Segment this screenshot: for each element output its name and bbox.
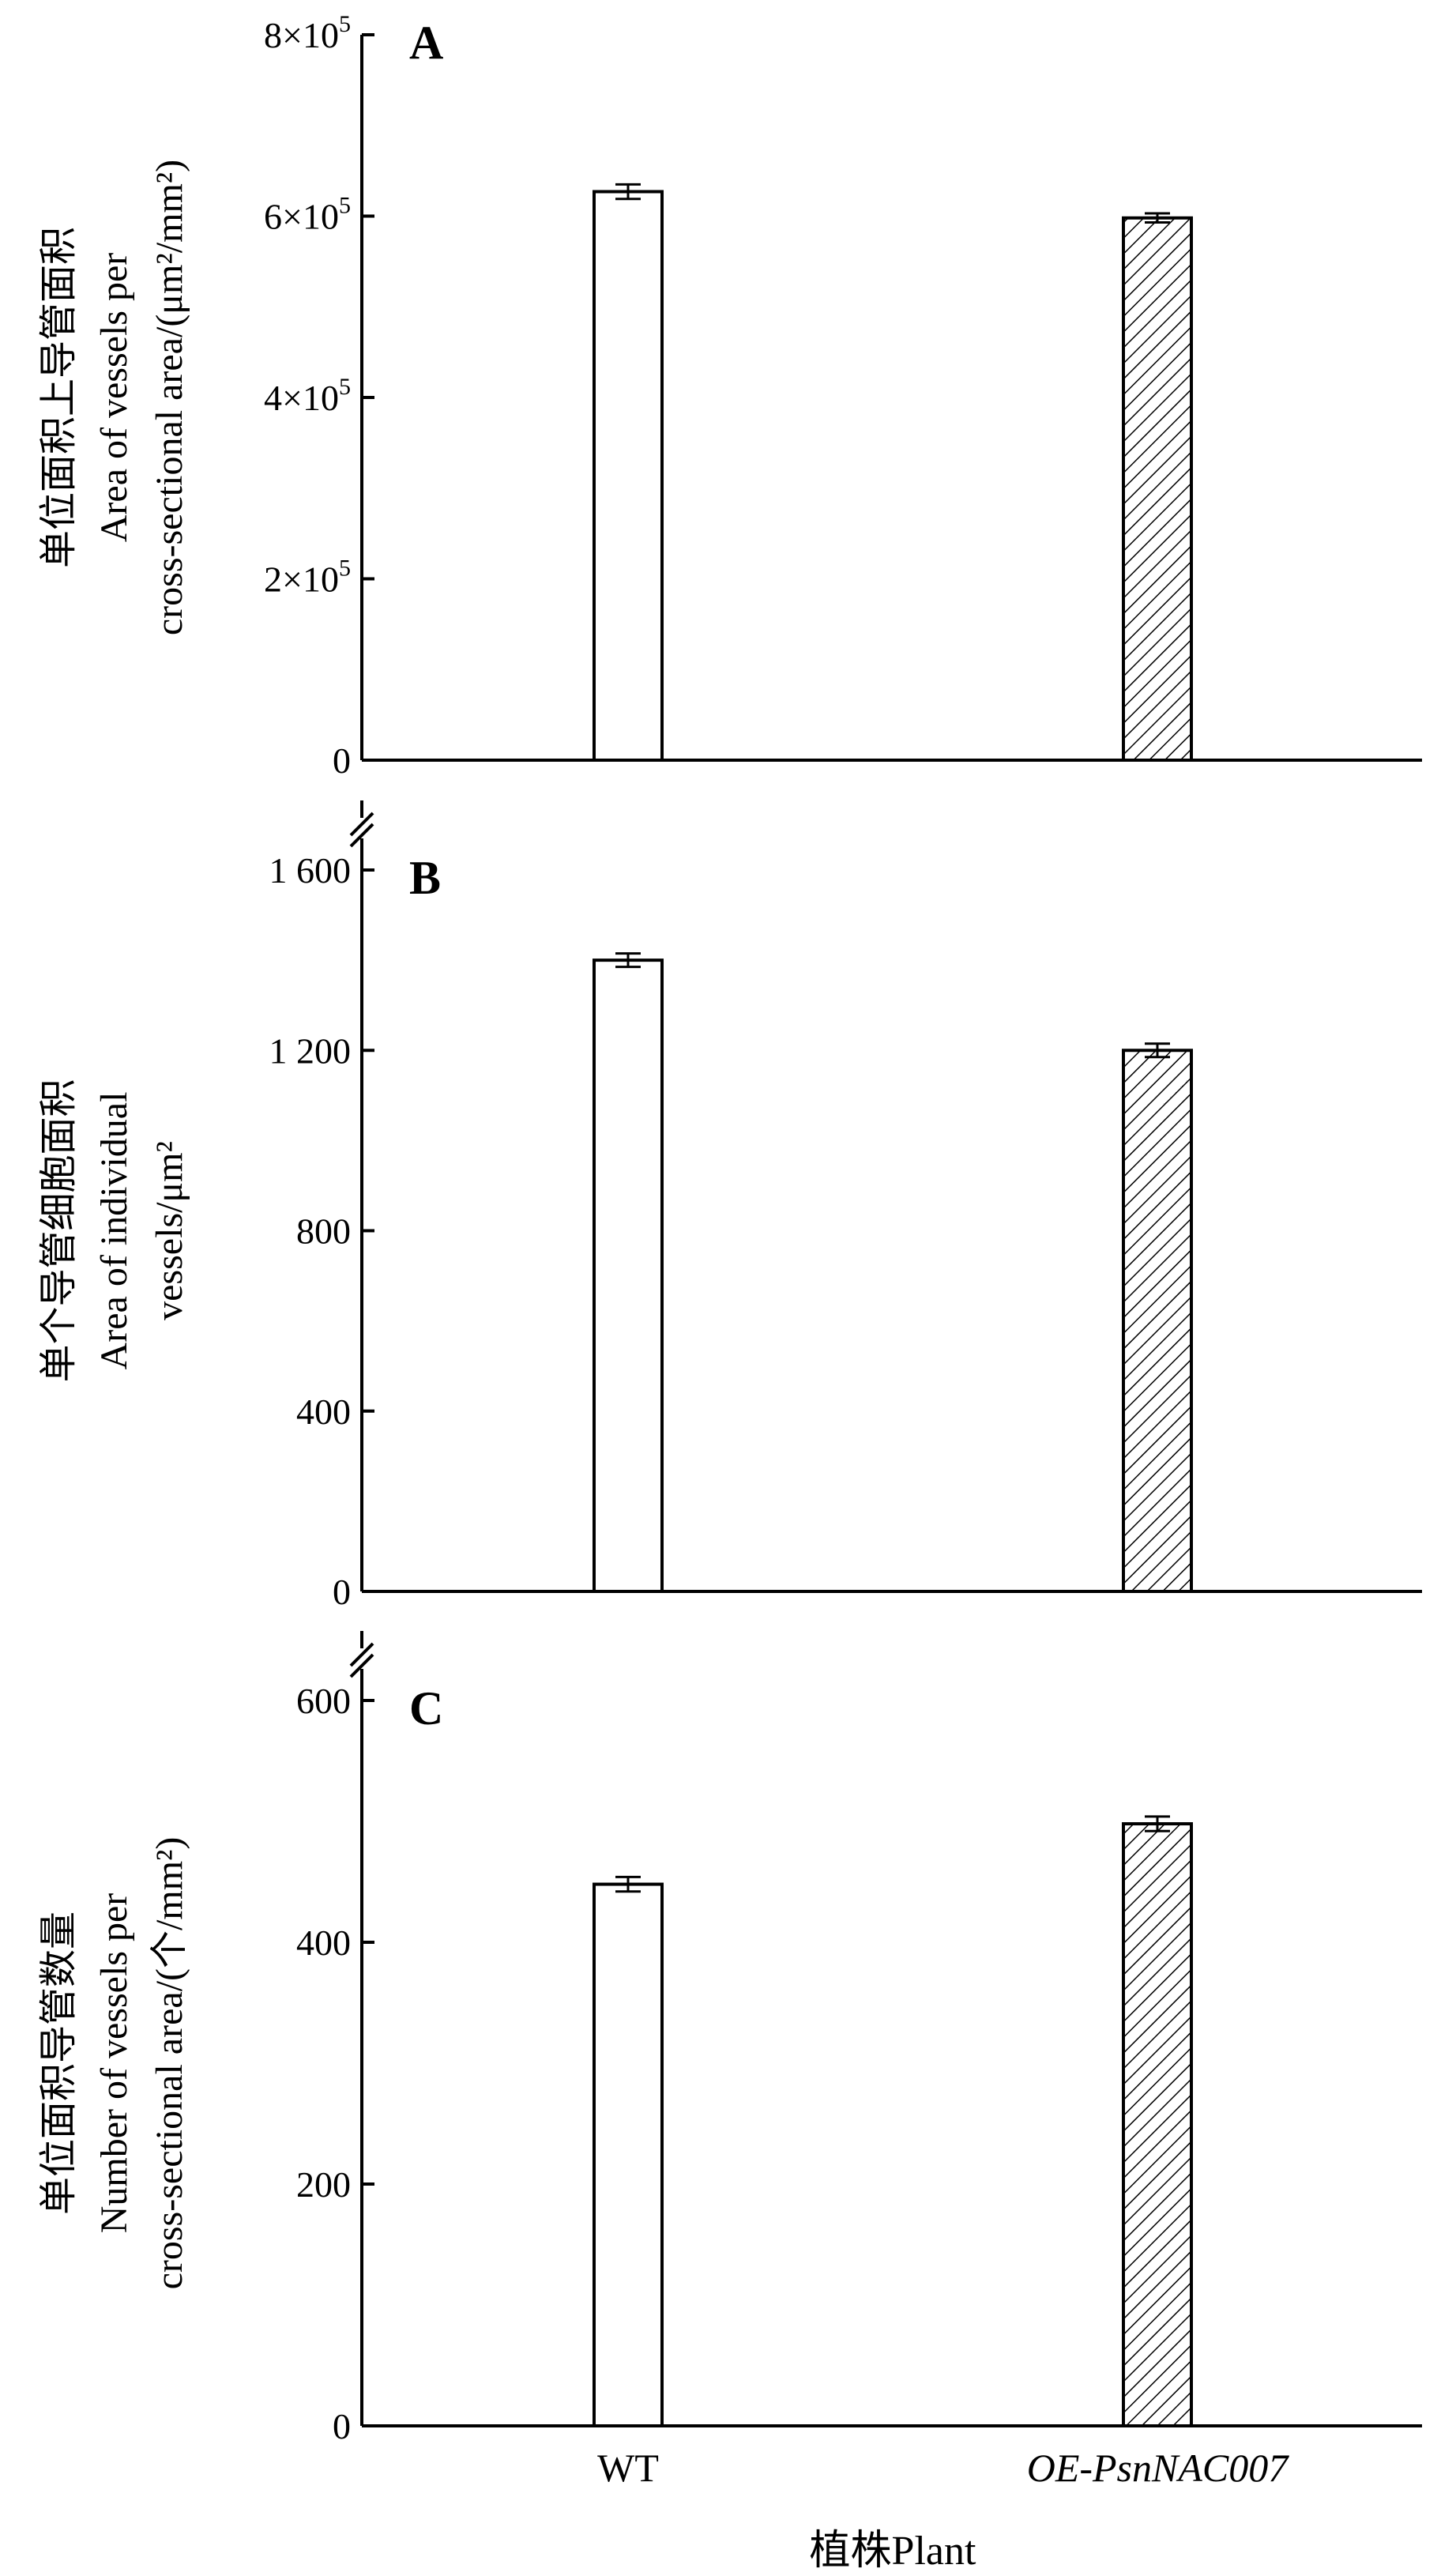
axis-break-mark <box>349 1653 374 1678</box>
bar-oe-psnnac007 <box>1122 216 1193 763</box>
y-tick-label: 800 <box>296 1211 351 1252</box>
y-tick-label: 1 600 <box>269 850 352 891</box>
y-tick-label: 200 <box>296 2164 351 2205</box>
y-axis-title-line: 单位面积上导管面积 <box>38 227 80 568</box>
y-tick-label: 6×105 <box>264 193 351 237</box>
x-category-label: OE-PsnNAC007 <box>1027 2446 1290 2490</box>
panel-label: C <box>409 1682 443 1734</box>
panel-label: A <box>409 17 443 69</box>
error-bar <box>615 952 641 969</box>
error-bar <box>1145 1815 1170 1832</box>
error-bar <box>1145 212 1170 224</box>
y-tick-label: 1 200 <box>269 1030 352 1071</box>
y-axis-title-line: Number of vessels per <box>93 1893 135 2234</box>
y-tick-label: 600 <box>296 1681 351 1721</box>
chart-panel-c: 0 200 400 600 C 单位面积导管数量 Number of vessels per… <box>38 1631 1422 2446</box>
axis-break-mark <box>349 1642 374 1667</box>
error-bar <box>615 1875 641 1893</box>
y-tick-label: 400 <box>296 1392 351 1432</box>
bar-oe-psnnac007 <box>1122 1049 1193 1593</box>
error-bar <box>1145 1042 1170 1059</box>
y-tick-label: 400 <box>296 1923 351 1963</box>
y-axis-title-line: cross-sectional area/(μm²/mm²) <box>149 160 190 635</box>
y-tick-label: 0 <box>333 1572 351 1612</box>
error-bar <box>615 183 641 201</box>
bar-wt <box>593 190 664 762</box>
panel-label: B <box>409 852 441 904</box>
y-tick-label: 8×105 <box>264 11 351 55</box>
y-tick-label: 4×105 <box>264 374 351 418</box>
bar-oe-psnnac007 <box>1122 1822 1193 2428</box>
chart-panel-a: 0 2×105 4×105 6×105 8×105 A 单位面积上导管面积 Area of v… <box>38 11 1422 781</box>
x-category-label: WT <box>597 2446 659 2490</box>
y-tick-label: 0 <box>333 2406 351 2446</box>
y-axis-title-line: Area of individual <box>93 1092 135 1370</box>
x-axis-title: 植株Plant <box>810 2529 976 2574</box>
y-axis-title-line: 单个导管细胞面积 <box>38 1079 80 1382</box>
y-tick-label: 2×105 <box>264 555 351 600</box>
bar-wt <box>593 1882 664 2428</box>
chart-panel-b: 0 400 800 1 200 1 600 B 单个导管细胞面积 Area of indivi… <box>38 800 1422 1612</box>
y-axis-title-line: vessels/μm² <box>149 1141 190 1320</box>
y-axis-title-line: cross-sectional area/(个/mm²) <box>149 1837 190 2290</box>
axis-break-mark <box>349 812 374 837</box>
axis-break-mark <box>349 823 374 848</box>
y-axis-title-line: 单位面积导管数量 <box>38 1911 80 2215</box>
y-tick-label: 0 <box>333 740 351 781</box>
bar-wt <box>593 958 664 1593</box>
y-axis-title-line: Area of vessels per <box>93 253 135 543</box>
